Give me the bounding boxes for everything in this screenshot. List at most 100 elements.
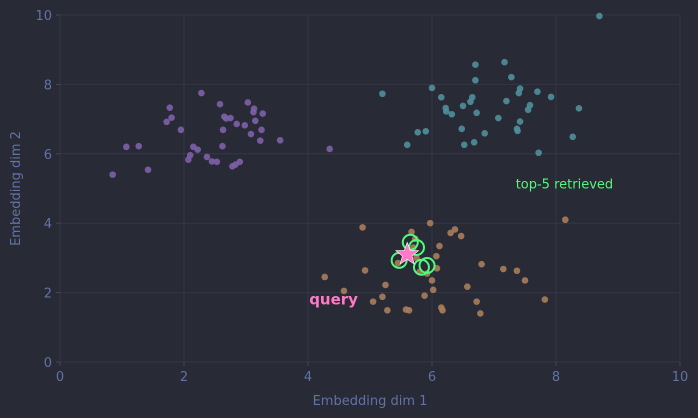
data-point [369, 298, 377, 305]
data-point [451, 226, 459, 233]
y-tick-label: 8 [44, 78, 52, 93]
data-point [247, 130, 255, 138]
data-point [276, 136, 284, 144]
data-point [244, 99, 252, 106]
y-axis-label: Embedding dim 2 [9, 131, 24, 246]
data-point [547, 93, 555, 101]
data-point [459, 102, 467, 110]
data-point [508, 73, 515, 81]
data-point [168, 114, 175, 122]
data-point [448, 110, 456, 118]
annotations: top-5 retrieved [516, 178, 613, 193]
data-point [405, 306, 413, 314]
data-point [414, 128, 422, 136]
y-tick-label: 4 [44, 217, 52, 232]
data-point [321, 273, 329, 281]
data-point [513, 267, 521, 275]
data-point [177, 126, 185, 134]
axis-ticks: 0 2 4 6 8 10 0 2 4 6 8 10 [35, 9, 688, 385]
data-point [514, 127, 521, 135]
data-point [575, 105, 583, 112]
data-point [326, 145, 334, 153]
data-point [500, 265, 507, 273]
query-marker: query [309, 241, 420, 308]
x-tick-label: 0 [56, 370, 64, 385]
x-tick-label: 6 [428, 370, 436, 385]
data-point [382, 281, 389, 289]
data-point [233, 120, 240, 128]
data-point [473, 298, 480, 305]
data-point [516, 118, 524, 125]
data-point [428, 84, 436, 92]
data-point [219, 142, 226, 150]
data-point [394, 259, 402, 267]
data-point [252, 117, 259, 125]
data-point [481, 130, 489, 137]
data-point [379, 293, 386, 301]
data-point [123, 143, 130, 151]
data-point [464, 283, 471, 291]
query-star-icon [394, 241, 420, 265]
data-point [428, 277, 436, 284]
data-point [194, 146, 201, 153]
data-point [258, 126, 265, 134]
data-point [473, 109, 480, 117]
data-point [521, 277, 529, 284]
x-axis-label: Embedding dim 1 [313, 394, 428, 409]
scatter-points [109, 12, 603, 317]
data-point [144, 166, 152, 174]
data-point [219, 126, 227, 134]
data-point [438, 93, 445, 101]
x-tick-label: 8 [552, 370, 560, 385]
x-tick-label: 2 [180, 370, 188, 385]
data-point [213, 158, 221, 166]
data-point [250, 105, 258, 112]
data-point [426, 219, 434, 227]
annotation-label: top-5 retrieved [516, 178, 613, 193]
data-point [569, 133, 577, 141]
data-point [439, 306, 446, 314]
y-tick-label: 10 [35, 9, 52, 24]
data-point [361, 267, 369, 274]
data-point [469, 93, 476, 101]
y-tick-label: 0 [44, 356, 52, 371]
plot-area [59, 14, 681, 363]
data-point [186, 151, 194, 159]
data-point [541, 296, 549, 303]
data-point [457, 232, 465, 240]
data-point [340, 287, 348, 295]
data-point [198, 89, 205, 97]
data-point [203, 153, 211, 161]
data-point [458, 125, 466, 133]
retrieved-ring [418, 257, 436, 275]
data-point [562, 216, 569, 224]
x-tick-label: 10 [672, 370, 689, 385]
data-point [259, 110, 267, 117]
data-point [526, 101, 534, 109]
data-point [163, 118, 170, 126]
y-tick-label: 2 [44, 287, 52, 302]
data-point [403, 141, 411, 149]
data-point [109, 171, 116, 178]
data-point [534, 88, 541, 95]
grid-lines [59, 14, 681, 363]
data-point [460, 141, 468, 149]
query-label: query [309, 290, 358, 308]
data-point [256, 137, 264, 144]
data-point [433, 252, 440, 260]
data-point [442, 108, 450, 115]
data-point [422, 127, 430, 135]
data-point [436, 242, 443, 250]
data-point [535, 149, 542, 157]
data-point [408, 228, 415, 236]
data-point [472, 61, 479, 68]
y-tick-label: 6 [44, 148, 52, 163]
data-point [478, 260, 485, 268]
data-point [421, 292, 428, 300]
data-point [495, 114, 502, 122]
data-point [503, 97, 510, 105]
data-point [384, 306, 391, 314]
data-point [227, 114, 234, 122]
data-point [429, 286, 437, 294]
data-point [470, 139, 478, 146]
